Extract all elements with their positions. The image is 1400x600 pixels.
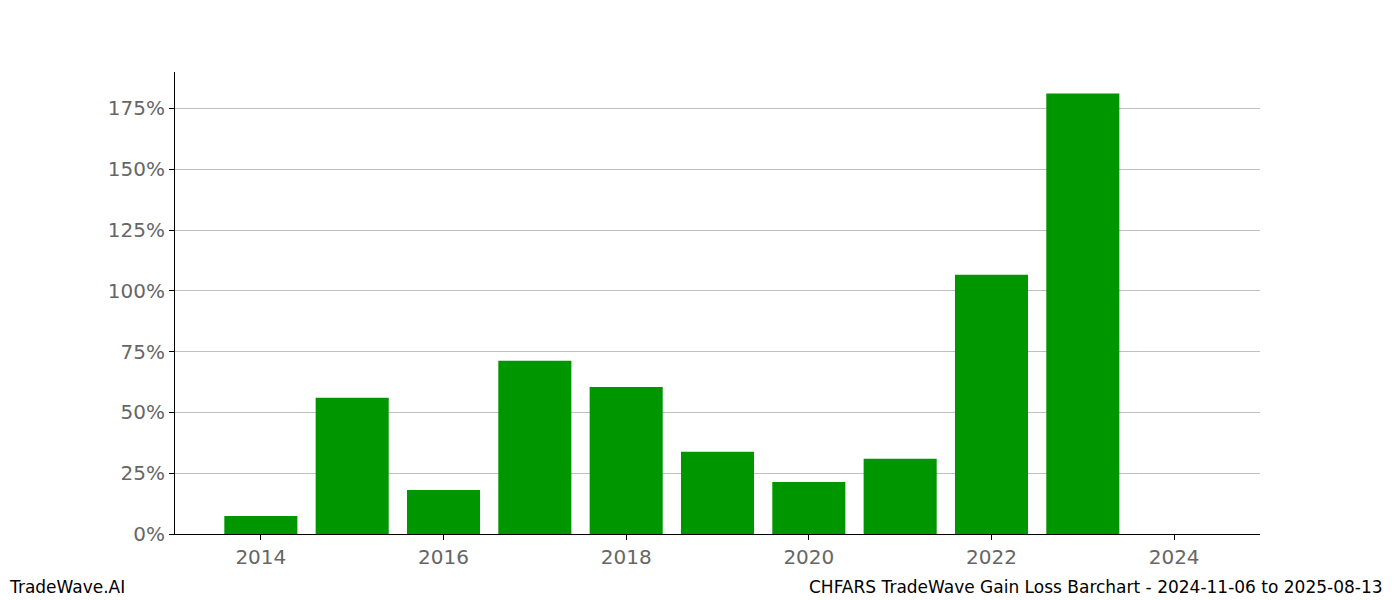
svg-text:TradeWave.AI: TradeWave.AI [9,577,125,597]
svg-text:2022: 2022 [966,545,1017,569]
svg-text:150%: 150% [108,157,165,181]
svg-text:50%: 50% [121,400,165,424]
svg-text:25%: 25% [121,461,165,485]
svg-text:2024: 2024 [1149,545,1200,569]
svg-text:2016: 2016 [418,545,469,569]
svg-text:2018: 2018 [601,545,652,569]
svg-text:175%: 175% [108,96,165,120]
svg-text:2020: 2020 [783,545,834,569]
svg-text:CHFARS TradeWave Gain Loss Bar: CHFARS TradeWave Gain Loss Barchart - 20… [809,577,1383,597]
svg-text:2014: 2014 [235,545,286,569]
svg-text:0%: 0% [133,522,165,546]
svg-text:100%: 100% [108,279,165,303]
svg-text:75%: 75% [121,340,165,364]
svg-text:125%: 125% [108,218,165,242]
